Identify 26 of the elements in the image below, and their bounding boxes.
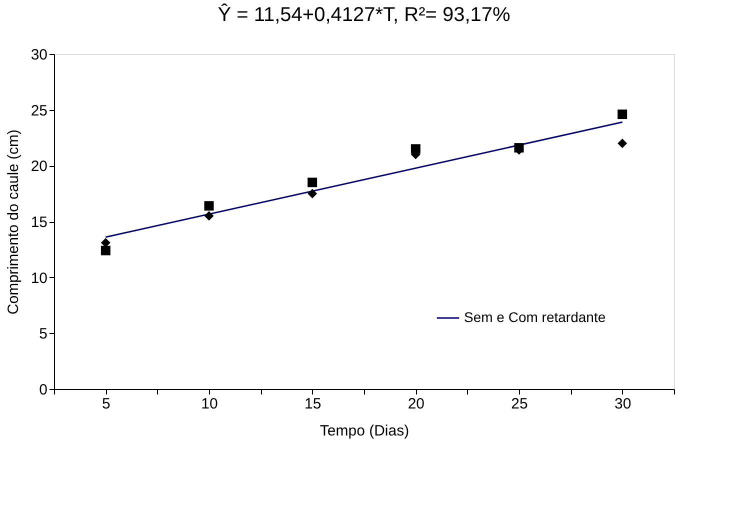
point (618, 110, 628, 120)
y-tick-label: 20 (30, 158, 48, 176)
x-tick-label: 5 (102, 396, 110, 412)
point (308, 178, 318, 188)
point (308, 188, 318, 198)
y-tick-label: 0 (39, 382, 48, 398)
point (618, 138, 628, 148)
y-tick-label: 5 (39, 326, 48, 343)
y-tick-label: 25 (30, 102, 48, 120)
y-tick-label: 10 (30, 270, 48, 287)
point (100, 246, 110, 256)
y-tick-label: 15 (30, 214, 48, 231)
point (100, 238, 110, 248)
point (410, 144, 420, 154)
y-axis-title: Comprimento do caule (cm) (4, 129, 22, 315)
x-tick-label: 20 (408, 396, 425, 412)
x-tick-label: 15 (304, 396, 322, 412)
x-axis-title: Tempo (Dias) (320, 422, 410, 440)
point (204, 211, 214, 221)
y-tick-label: 30 (30, 46, 48, 64)
x-tick-label: 10 (201, 396, 218, 412)
x-tick-label: 25 (511, 396, 528, 412)
chart-title: Ŷ = 11,54+0,4127*T, R²= 93,17% (218, 3, 511, 26)
point (204, 201, 214, 211)
legend-label: Sem e Com retardante (464, 309, 606, 325)
x-tick-label: 30 (614, 396, 632, 412)
